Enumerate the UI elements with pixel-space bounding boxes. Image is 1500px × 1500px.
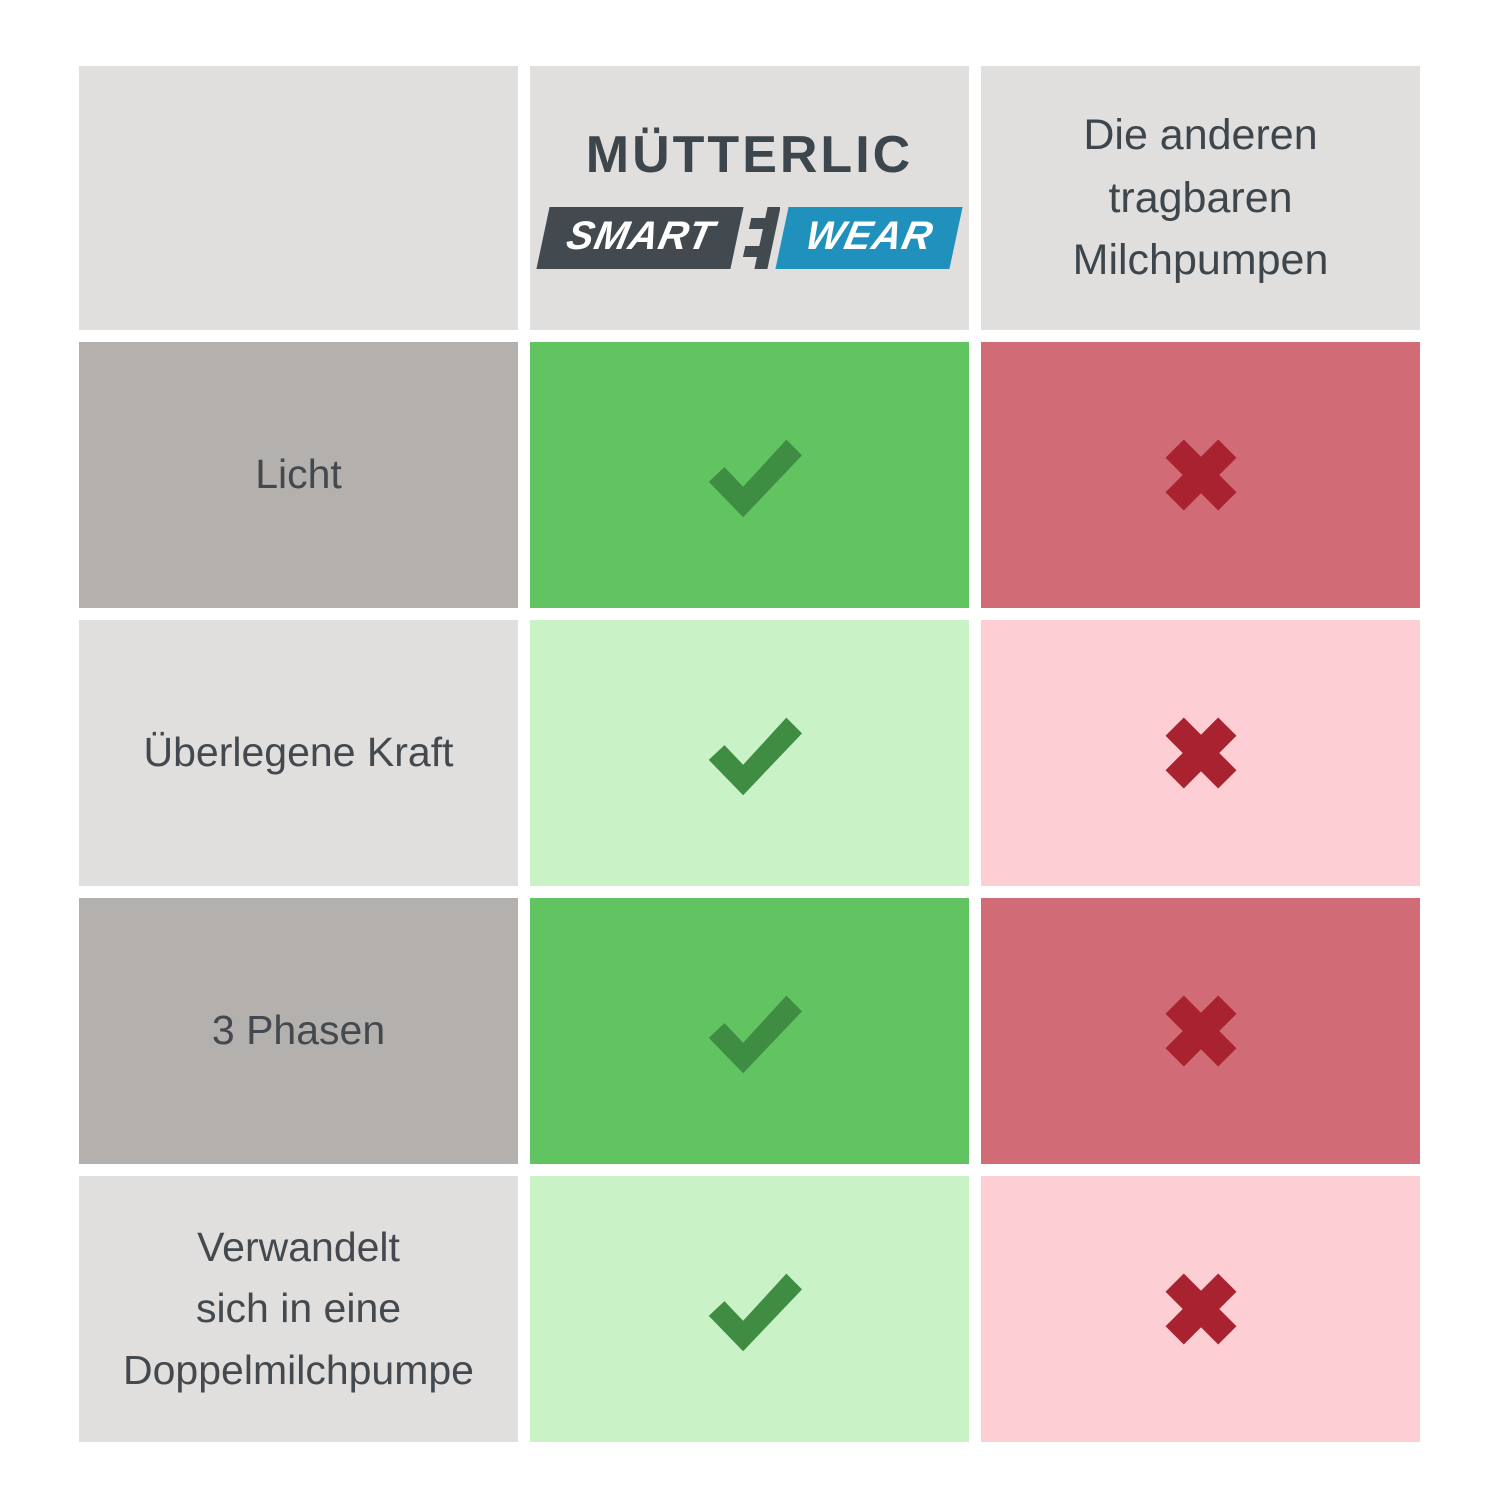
- competitor-cell-ueberlegene-kraft: [981, 620, 1420, 886]
- cross-icon: [1165, 717, 1236, 789]
- header-competitor-cell: Die anderen tragbaren Milchpumpen: [981, 66, 1420, 330]
- brand-cell-3-phasen: [530, 898, 969, 1164]
- brand-cell-licht: [530, 342, 969, 608]
- cross-icon: [1165, 995, 1236, 1067]
- brand-name: MÜTTERLIC: [585, 126, 914, 184]
- row-label-licht: Licht: [79, 342, 518, 608]
- check-icon: [708, 995, 802, 1074]
- cross-icon: [1165, 439, 1236, 511]
- competitor-cell-doppelmilchpumpe: [981, 1176, 1420, 1442]
- comparison-table: MÜTTERLIC SMART WEAR Die anderen tragbar…: [79, 66, 1420, 1442]
- brand-badge-smart: SMART: [536, 207, 745, 269]
- brand-logo: SMART WEAR: [536, 205, 963, 271]
- row-label-ueberlegene-kraft: Überlegene Kraft: [79, 620, 518, 886]
- competitor-cell-3-phasen: [981, 898, 1420, 1164]
- check-icon: [708, 717, 802, 796]
- header-brand-cell: MÜTTERLIC SMART WEAR: [530, 66, 969, 330]
- brand-badge-wear: WEAR: [775, 207, 963, 269]
- check-icon: [708, 1273, 802, 1352]
- brand-cell-doppelmilchpumpe: [530, 1176, 969, 1442]
- plug-icon: [740, 205, 780, 271]
- cross-icon: [1165, 1273, 1236, 1345]
- row-label-3-phasen: 3 Phasen: [79, 898, 518, 1164]
- row-label-doppelmilchpumpe: Verwandelt sich in eine Doppelmilchpumpe: [79, 1176, 518, 1442]
- check-icon: [708, 439, 802, 518]
- competitor-cell-licht: [981, 342, 1420, 608]
- brand-cell-ueberlegene-kraft: [530, 620, 969, 886]
- header-empty-cell: [79, 66, 518, 330]
